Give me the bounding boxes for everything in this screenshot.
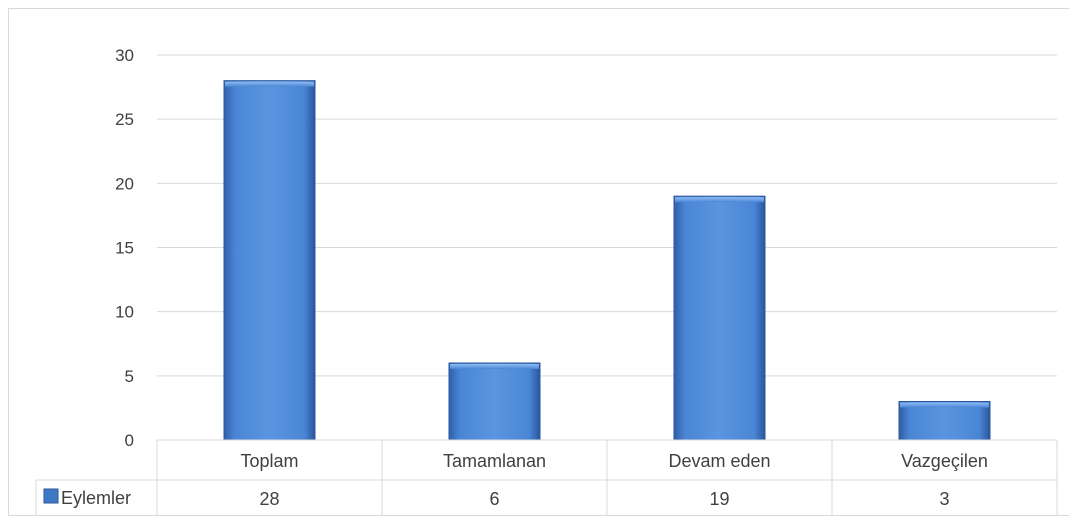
legend-label: Eylemler xyxy=(61,488,131,508)
category-label: Tamamlanan xyxy=(443,451,546,471)
y-tick-label: 25 xyxy=(115,110,134,129)
category-label: Vazgeçilen xyxy=(901,451,988,471)
y-axis-tick-labels: 0 5 10 15 20 25 30 xyxy=(115,46,134,450)
category-label: Toplam xyxy=(240,451,298,471)
y-tick-label: 20 xyxy=(115,174,134,193)
bar xyxy=(223,80,316,441)
data-label: 3 xyxy=(939,489,949,509)
y-tick-label: 5 xyxy=(125,367,134,386)
data-label: 28 xyxy=(259,489,279,509)
bar xyxy=(898,401,991,441)
bar xyxy=(673,195,766,441)
bar xyxy=(448,362,541,441)
data-label: 6 xyxy=(489,489,499,509)
y-tick-label: 10 xyxy=(115,303,134,322)
legend-key xyxy=(43,488,59,504)
bars xyxy=(223,80,991,441)
data-table: Toplam Tamamlanan Devam eden Vazgeçilen Eyle… xyxy=(35,439,1058,516)
data-label: 19 xyxy=(709,489,729,509)
y-tick-label: 30 xyxy=(115,46,134,65)
category-label: Devam eden xyxy=(668,451,770,471)
y-tick-label: 15 xyxy=(115,239,134,258)
y-tick-label: 0 xyxy=(125,431,134,450)
